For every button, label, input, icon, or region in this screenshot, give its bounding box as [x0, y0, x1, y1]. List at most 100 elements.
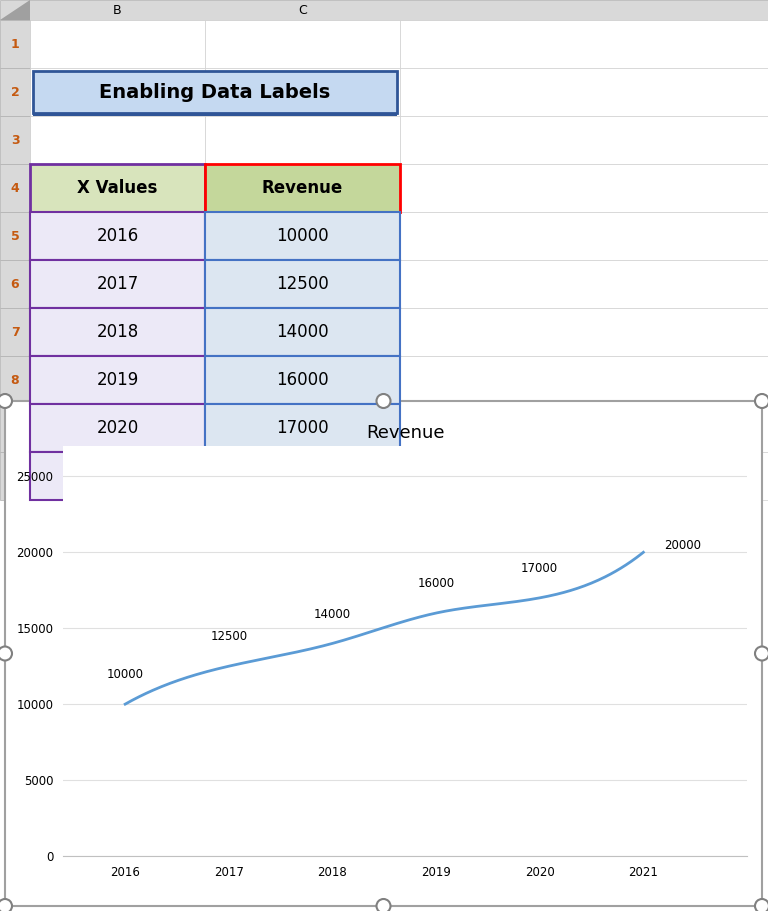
Bar — [33, 113, 397, 116]
Bar — [0, 0, 768, 20]
Bar — [0, 212, 30, 260]
Bar — [30, 20, 205, 68]
Bar — [30, 260, 205, 308]
Bar — [33, 71, 397, 113]
Text: 2016: 2016 — [96, 227, 139, 245]
Polygon shape — [0, 0, 30, 20]
Circle shape — [0, 647, 12, 660]
Text: 2018: 2018 — [96, 323, 139, 341]
Text: 3: 3 — [11, 134, 19, 147]
Bar — [30, 212, 205, 260]
Bar — [30, 308, 205, 356]
Text: 9: 9 — [11, 422, 19, 435]
Text: 12500: 12500 — [210, 630, 247, 643]
Text: X Values: X Values — [78, 179, 157, 197]
Text: Enabling Data Labels: Enabling Data Labels — [99, 83, 331, 101]
Bar — [0, 116, 30, 164]
Bar — [0, 164, 30, 212]
Bar — [30, 404, 205, 452]
Bar — [400, 20, 768, 68]
Bar — [5, 401, 762, 906]
Title: Revenue: Revenue — [366, 424, 444, 442]
Circle shape — [0, 394, 12, 408]
Bar — [205, 356, 400, 404]
Text: 6: 6 — [11, 278, 19, 291]
Bar — [400, 404, 768, 452]
Bar — [400, 260, 768, 308]
Text: 20000: 20000 — [276, 467, 329, 485]
Text: 10000: 10000 — [107, 669, 144, 681]
Bar — [400, 356, 768, 404]
Bar — [205, 20, 400, 68]
Bar — [205, 404, 400, 452]
Bar — [205, 452, 400, 500]
Circle shape — [376, 394, 390, 408]
Text: 2020: 2020 — [96, 419, 139, 437]
Text: 5: 5 — [11, 230, 19, 242]
Text: 14000: 14000 — [276, 323, 329, 341]
Bar — [0, 308, 30, 356]
Text: Revenue: Revenue — [262, 179, 343, 197]
Bar — [205, 164, 400, 212]
Text: 10: 10 — [6, 469, 24, 483]
Bar — [30, 356, 205, 404]
Bar — [0, 260, 30, 308]
Bar — [205, 308, 400, 356]
Bar — [205, 260, 400, 308]
Bar — [30, 68, 205, 116]
Text: 16000: 16000 — [276, 371, 329, 389]
Text: 2: 2 — [11, 86, 19, 98]
Bar — [400, 308, 768, 356]
Text: 17000: 17000 — [521, 562, 558, 575]
Text: 17000: 17000 — [276, 419, 329, 437]
Text: 4: 4 — [11, 181, 19, 195]
Bar — [400, 116, 768, 164]
Bar — [400, 452, 768, 500]
Text: 2019: 2019 — [96, 371, 139, 389]
Bar — [205, 212, 400, 260]
Text: C: C — [298, 4, 307, 16]
Bar — [205, 260, 400, 308]
Bar — [0, 20, 30, 68]
Bar — [400, 164, 768, 212]
Bar — [30, 260, 205, 308]
Bar — [30, 308, 205, 356]
Text: 8: 8 — [11, 374, 19, 386]
Text: 12500: 12500 — [276, 275, 329, 293]
Bar — [30, 212, 205, 260]
Bar — [30, 452, 205, 500]
Bar — [205, 404, 400, 452]
Bar — [400, 212, 768, 260]
Text: 10000: 10000 — [276, 227, 329, 245]
Bar — [30, 404, 205, 452]
Text: 1: 1 — [11, 37, 19, 50]
Bar — [30, 164, 205, 212]
Bar — [205, 452, 400, 500]
Circle shape — [755, 899, 768, 911]
Text: 14000: 14000 — [314, 608, 351, 620]
Bar — [205, 308, 400, 356]
Bar — [30, 116, 205, 164]
Bar — [30, 452, 205, 500]
Text: 7: 7 — [11, 325, 19, 339]
Bar — [0, 404, 30, 452]
Bar — [0, 356, 30, 404]
Text: 20000: 20000 — [664, 539, 701, 552]
Circle shape — [755, 394, 768, 408]
Bar — [205, 356, 400, 404]
Circle shape — [376, 899, 390, 911]
Circle shape — [755, 647, 768, 660]
Bar — [30, 164, 205, 212]
Bar — [205, 164, 400, 212]
Text: 2021: 2021 — [96, 467, 139, 485]
Text: 2017: 2017 — [96, 275, 139, 293]
Bar — [205, 68, 400, 116]
Bar — [30, 356, 205, 404]
Text: 16000: 16000 — [418, 578, 455, 590]
Bar — [0, 452, 30, 500]
Bar — [0, 68, 30, 116]
Bar — [205, 212, 400, 260]
Bar — [400, 68, 768, 116]
Text: B: B — [113, 4, 122, 16]
Circle shape — [0, 899, 12, 911]
